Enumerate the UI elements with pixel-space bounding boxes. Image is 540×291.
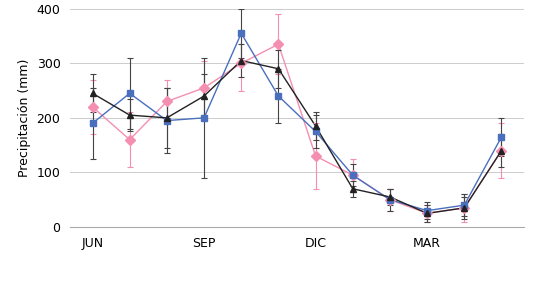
Y-axis label: Precipitación (mm): Precipitación (mm): [18, 59, 31, 177]
